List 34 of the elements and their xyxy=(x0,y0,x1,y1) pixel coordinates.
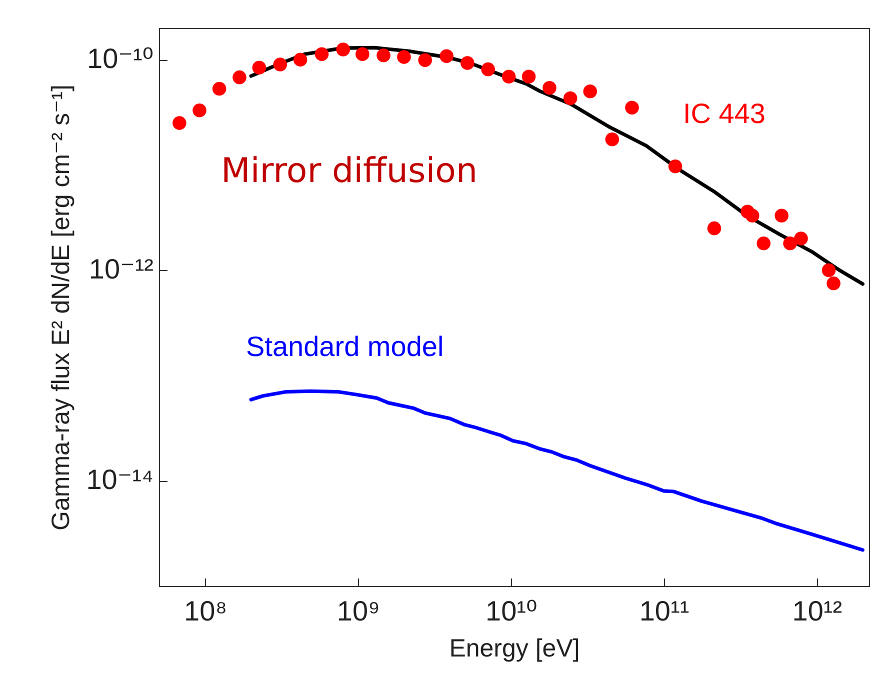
point xyxy=(336,42,350,56)
annotation: Mirror diffusion xyxy=(221,151,478,191)
series-label: IC 443 xyxy=(683,98,766,129)
point xyxy=(481,62,495,76)
point xyxy=(212,82,226,96)
point xyxy=(232,70,246,84)
point xyxy=(314,47,329,61)
point xyxy=(273,58,288,72)
y-axis-title: Gamma-ray flux E² dN/dE [erg cm⁻² s⁻¹] xyxy=(47,84,76,530)
point xyxy=(583,84,598,98)
point xyxy=(293,52,308,67)
point xyxy=(563,91,578,106)
y-tick-label: 10⁻¹⁰ xyxy=(87,43,154,74)
point xyxy=(440,49,454,64)
x-tick-label: 10¹¹ xyxy=(639,596,690,626)
x-tick-label: 10⁹ xyxy=(336,596,380,626)
point xyxy=(418,53,432,68)
point xyxy=(460,56,474,70)
point xyxy=(502,70,516,84)
point xyxy=(356,47,370,61)
x-tick-label: 10¹² xyxy=(792,596,842,626)
point xyxy=(252,60,266,75)
x-tick-label: 10¹⁰ xyxy=(485,596,538,626)
point xyxy=(625,100,639,115)
series-label: Standard model xyxy=(246,331,444,362)
y-tick-label: 10⁻¹⁴ xyxy=(86,464,154,496)
y-tick-label: 10⁻¹² xyxy=(88,254,154,285)
x-axis-title: Energy [eV] xyxy=(449,634,580,662)
point xyxy=(542,80,556,95)
point xyxy=(376,48,390,62)
point xyxy=(605,132,620,146)
point xyxy=(397,50,411,64)
x-tick-label: 10⁸ xyxy=(184,596,228,626)
point xyxy=(522,70,536,84)
